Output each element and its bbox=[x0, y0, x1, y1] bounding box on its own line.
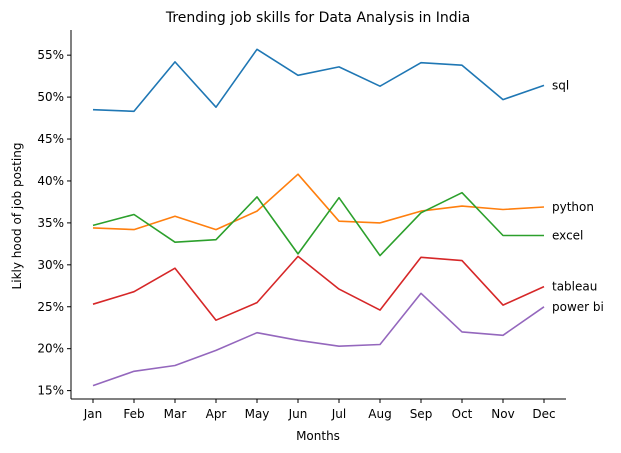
y-tick-label: 55% bbox=[37, 48, 64, 62]
y-tick-label: 45% bbox=[37, 132, 64, 146]
x-tick-label: Feb bbox=[123, 407, 144, 421]
series-line-python bbox=[92, 173, 545, 231]
x-axis-label: Months bbox=[296, 429, 340, 443]
series-label-sql: sql bbox=[552, 78, 569, 92]
y-tick-label: 20% bbox=[37, 342, 64, 356]
y-tick-label: 25% bbox=[37, 300, 64, 314]
x-tick-label: May bbox=[245, 407, 270, 421]
x-tick-label: Jul bbox=[331, 407, 346, 421]
y-tick-label: 40% bbox=[37, 174, 64, 188]
series-line-excel bbox=[92, 191, 544, 257]
series-label-tableau: tableau bbox=[552, 280, 597, 294]
x-tick-label: Oct bbox=[452, 407, 473, 421]
x-tick-label: Sep bbox=[410, 407, 433, 421]
series-label-power-bi: power bi bbox=[552, 300, 604, 314]
series-line-tableau bbox=[92, 255, 545, 322]
series-label-excel: excel bbox=[552, 228, 583, 242]
y-tick-label: 15% bbox=[37, 384, 64, 398]
chart-title: Trending job skills for Data Analysis in… bbox=[165, 10, 470, 26]
series-label-python: python bbox=[552, 200, 594, 214]
x-tick-label: Dec bbox=[532, 407, 555, 421]
plot-area: 15% 20% 25% 30% 35% 40% 45% 50% 55% Jan Feb Mar Apr M… bbox=[37, 30, 604, 421]
x-tick-label: Jun bbox=[288, 407, 308, 421]
y-axis-label: Likly hood of job posting bbox=[10, 143, 24, 290]
x-tick-label: Jan bbox=[83, 407, 103, 421]
series-line-sql bbox=[92, 48, 545, 113]
x-tick-label: Nov bbox=[491, 407, 514, 421]
x-tick-label: Apr bbox=[206, 407, 227, 421]
x-tick-label: Mar bbox=[164, 407, 187, 421]
series-line-power-bi bbox=[92, 292, 545, 387]
y-tick-label: 35% bbox=[37, 216, 64, 230]
y-tick-label: 30% bbox=[37, 258, 64, 272]
y-tick-label: 50% bbox=[37, 90, 64, 104]
x-tick-label: Aug bbox=[368, 407, 391, 421]
